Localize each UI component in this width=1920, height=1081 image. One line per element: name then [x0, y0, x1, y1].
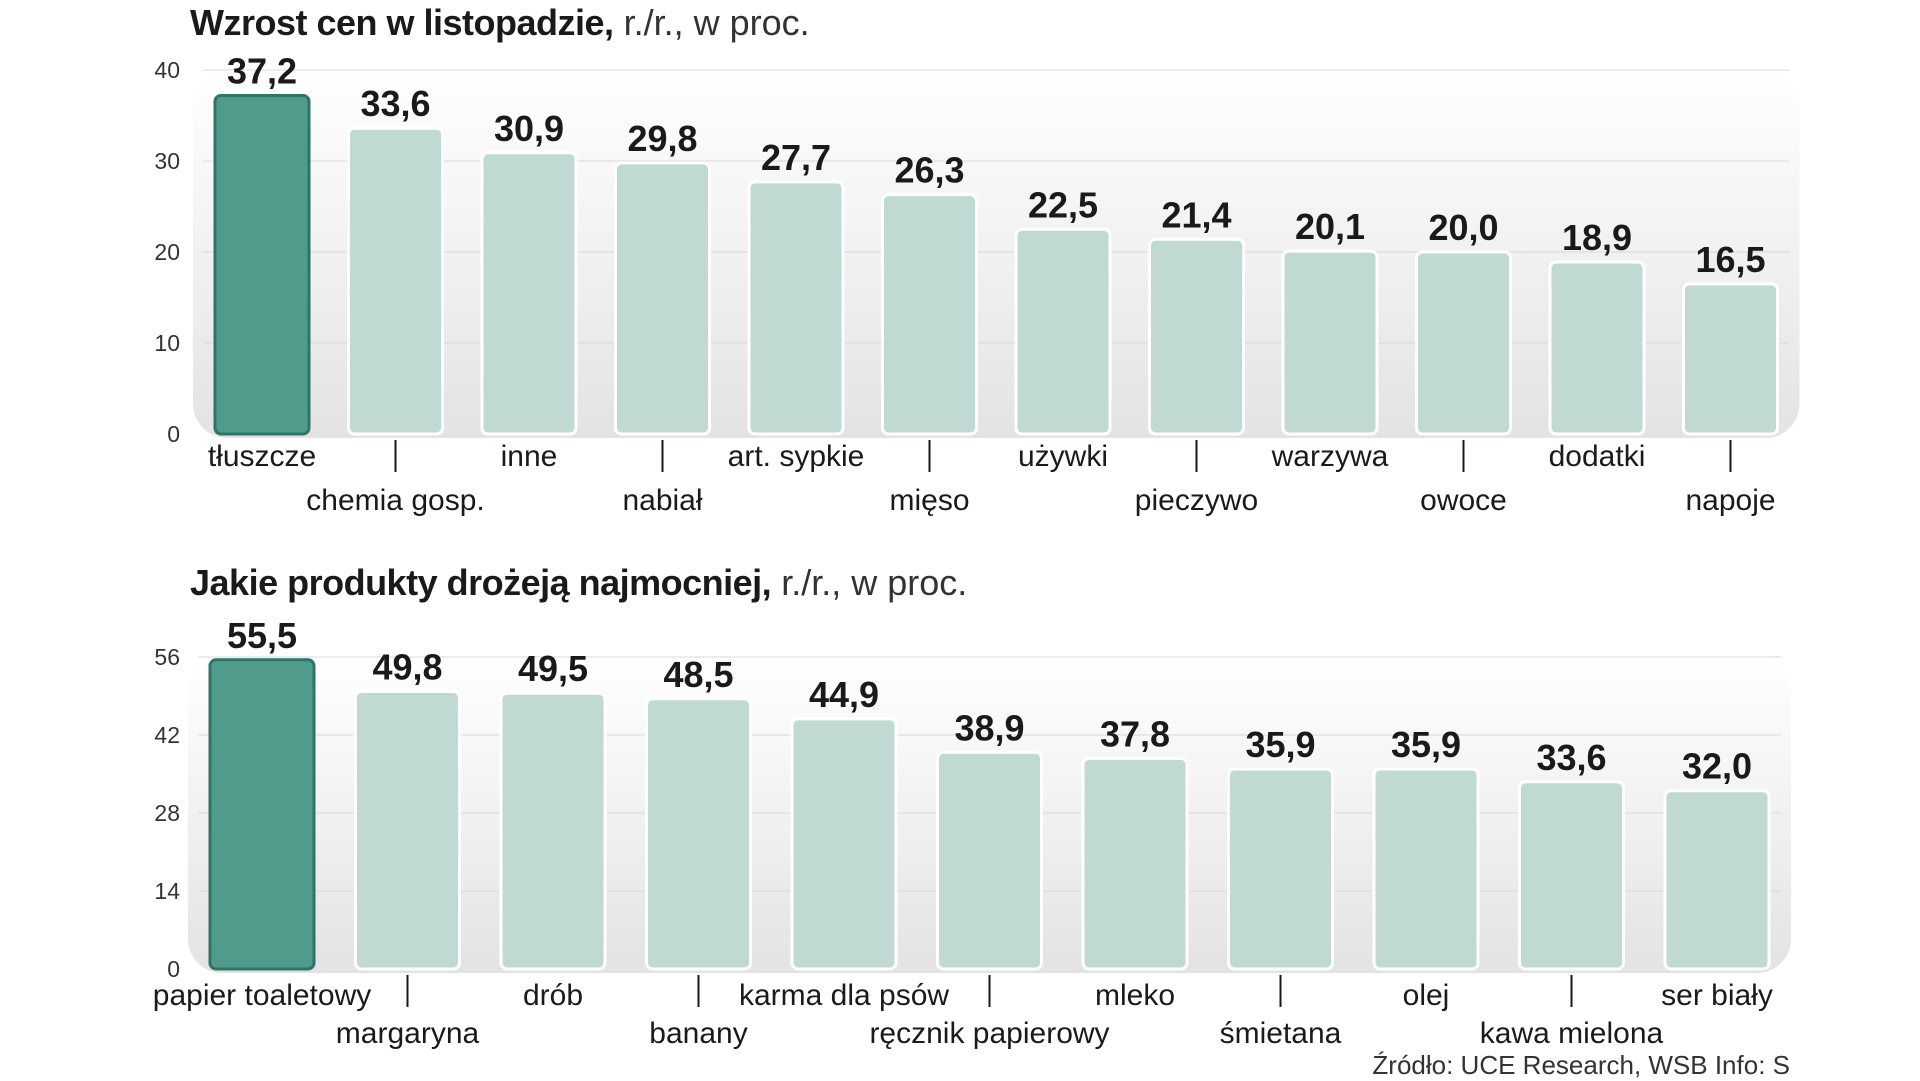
- chart-2-value-label: 48,5: [663, 654, 733, 695]
- chart-1-bar: [1281, 249, 1379, 436]
- chart-2-category-label: drób: [523, 979, 583, 1012]
- chart-1-title-main: Wzrost cen w listopadzie,: [190, 2, 614, 43]
- chart-2-y-tick: 14: [154, 878, 180, 904]
- chart-1-category-label: chemia gosp.: [306, 484, 484, 517]
- chart-2-title: Jakie produkty drożeją najmocniej, r./r.…: [190, 562, 967, 604]
- chart-2-value-label: 33,6: [1536, 737, 1606, 778]
- chart-2-bar: [1518, 780, 1625, 971]
- chart-1-category-label: owoce: [1420, 484, 1507, 517]
- chart-2-y-tick: 56: [154, 644, 180, 670]
- chart-1-value-label: 22,5: [1028, 184, 1098, 225]
- chart-1-category-label: inne: [501, 440, 558, 473]
- chart-1-category-label: pieczywo: [1135, 484, 1258, 517]
- chart-1-bar: [347, 126, 444, 436]
- chart-2-bar: [1372, 767, 1480, 971]
- chart-1-bar: [1682, 282, 1779, 436]
- chart-2-bar: [499, 691, 607, 971]
- chart-1-category-label: nabiał: [622, 484, 702, 517]
- chart-2-bar: [645, 697, 752, 971]
- chart-2-category-label: śmietana: [1220, 1017, 1342, 1050]
- chart-2-y-tick: 0: [167, 956, 180, 982]
- chart-2-value-label: 37,8: [1100, 713, 1170, 754]
- chart-2-title-unit: r./r., w proc.: [781, 562, 968, 603]
- chart-1-bar: [1148, 237, 1245, 436]
- chart-1-value-label: 27,7: [761, 137, 831, 178]
- chart-1-value-label: 29,8: [627, 118, 697, 159]
- chart-1-value-label: 18,9: [1562, 217, 1632, 258]
- chart-1-bar: [614, 161, 711, 436]
- chart-1-value-label: 21,4: [1161, 194, 1231, 235]
- chart-1-value-label: 33,6: [360, 83, 430, 124]
- chart-2-bar: [1227, 767, 1334, 971]
- chart-2-value-label: 49,5: [518, 648, 588, 689]
- chart-2-bar: [354, 690, 461, 971]
- chart-1-panel: [193, 70, 1800, 438]
- chart-2-value-label: 38,9: [954, 707, 1024, 748]
- chart-1-y-tick: 20: [154, 239, 180, 265]
- chart-1-value-label: 26,3: [894, 150, 964, 191]
- chart-2-category-label: ręcznik papierowy: [869, 1017, 1109, 1050]
- chart-1-value-label: 30,9: [494, 108, 564, 149]
- chart-2-bar: [208, 658, 316, 971]
- chart-1-bar: [1014, 227, 1112, 436]
- chart-2-category-label: olej: [1403, 979, 1450, 1012]
- chart-1-category-label: warzywa: [1271, 440, 1389, 473]
- chart-2-category-label: banany: [649, 1017, 747, 1050]
- chart-2-value-label: 32,0: [1682, 746, 1752, 787]
- chart-1-value-label: 16,5: [1695, 239, 1765, 280]
- chart-2-category-label: margaryna: [336, 1017, 480, 1050]
- chart-2-value-label: 44,9: [809, 674, 879, 715]
- chart-1-category-label: napoje: [1685, 484, 1775, 517]
- chart-2-category-label: karma dla psów: [739, 979, 949, 1012]
- chart-1-bar: [480, 151, 578, 436]
- chart-1-y-tick: 10: [154, 330, 180, 356]
- source-note: Źródło: UCE Research, WSB Info: S: [1372, 1050, 1790, 1080]
- chart-1-value-label: 20,1: [1295, 206, 1365, 247]
- chart-1-bar: [1548, 260, 1646, 436]
- chart-1-y-tick: 30: [154, 148, 180, 174]
- chart-1-category-label: art. sypkie: [728, 440, 865, 473]
- chart-1-category-label: dodatki: [1549, 440, 1646, 473]
- chart-2-bar: [790, 717, 898, 971]
- chart-2-y-tick: 28: [154, 800, 180, 826]
- chart-2-value-label: 35,9: [1245, 724, 1315, 765]
- chart-1-title: Wzrost cen w listopadzie, r./r., w proc.: [190, 2, 810, 44]
- chart-1-category-label: używki: [1018, 440, 1108, 473]
- chart-2-value-label: 49,8: [372, 647, 442, 688]
- chart-2-category-label: ser biały: [1661, 979, 1773, 1012]
- chart-2-bar: [1663, 789, 1771, 971]
- chart-1-y-tick: 0: [167, 421, 180, 447]
- chart-2-category-label: mleko: [1095, 979, 1175, 1012]
- chart-2-bar: [1081, 756, 1189, 971]
- chart-1-category-label: mięso: [889, 484, 969, 517]
- chart-1-bar: [1415, 250, 1512, 436]
- chart-1-bar: [881, 193, 978, 436]
- chart-2-category-label: kawa mielona: [1480, 1017, 1664, 1050]
- chart-2-value-label: 35,9: [1391, 724, 1461, 765]
- chart-2-value-label: 55,5: [227, 615, 297, 656]
- chart-2-title-main: Jakie produkty drożeją najmocniej,: [190, 562, 772, 603]
- chart-2-y-tick: 42: [154, 722, 180, 748]
- chart-1-y-tick: 40: [154, 57, 180, 83]
- chart-1-bar: [213, 93, 311, 436]
- chart-1-value-label: 37,2: [227, 50, 297, 91]
- chart-1-bar: [747, 180, 845, 436]
- chart-1-category-label: tłuszcze: [208, 440, 316, 473]
- chart-2-category-label: papier toaletowy: [153, 979, 371, 1012]
- chart-1-value-label: 20,0: [1428, 207, 1498, 248]
- chart-1-title-unit: r./r., w proc.: [623, 2, 810, 43]
- chart-2-bar: [936, 750, 1043, 971]
